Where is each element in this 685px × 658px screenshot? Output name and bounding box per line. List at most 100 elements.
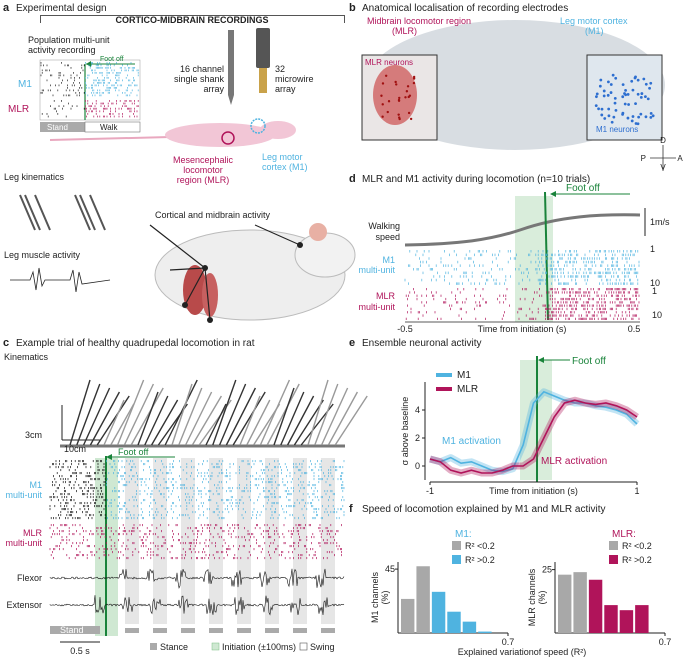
panel-title: Anatomical localisation of recording ele… bbox=[362, 3, 568, 14]
label: Walk bbox=[100, 123, 118, 132]
x-tick-label: 0.7 bbox=[659, 637, 672, 647]
label: multi-unit bbox=[5, 490, 42, 500]
x-tick-label: 0.7 bbox=[502, 637, 515, 647]
label: M1 bbox=[382, 255, 395, 265]
panel-title: Experimental design bbox=[16, 3, 107, 14]
label: Initiation (±100ms) bbox=[222, 642, 296, 652]
label: Population multi-unit bbox=[28, 35, 110, 45]
panel-letter: e bbox=[349, 337, 355, 349]
panel-title: Example trial of healthy quadrupedal loc… bbox=[16, 338, 255, 349]
panel-letter: c bbox=[3, 337, 9, 349]
label: Cortical and midbrain activity bbox=[155, 210, 271, 220]
label: Foot off bbox=[100, 56, 124, 63]
label: D bbox=[660, 136, 666, 145]
legend-label: R² >0.2 bbox=[465, 555, 495, 565]
label: 1m/s bbox=[650, 217, 670, 227]
legend-label: R² <0.2 bbox=[465, 541, 495, 551]
label: (MLR) bbox=[392, 26, 417, 36]
label: region (MLR) bbox=[177, 175, 230, 185]
legend-swatch bbox=[452, 555, 461, 564]
label: multi-unit bbox=[5, 538, 42, 548]
x-tick-label: -1 bbox=[426, 486, 434, 496]
panel-letter: d bbox=[349, 173, 356, 185]
bar bbox=[558, 574, 572, 633]
label: Leg kinematics bbox=[4, 172, 65, 182]
y-tick-label: 25 bbox=[542, 565, 552, 575]
label: speed bbox=[375, 232, 400, 242]
label: single shank bbox=[174, 74, 225, 84]
label: multi-unit bbox=[358, 265, 395, 275]
label: 3cm bbox=[25, 430, 42, 440]
x-axis-label: Explained variationof speed (R²) bbox=[458, 647, 587, 657]
bar bbox=[401, 598, 415, 633]
legend-swatch bbox=[452, 541, 461, 550]
label: Mesencephalic bbox=[173, 155, 234, 165]
panel-letter: f bbox=[349, 503, 353, 515]
bar bbox=[573, 572, 587, 633]
y-axis-label: σ above baseline bbox=[400, 397, 410, 466]
label: Foot off bbox=[118, 447, 149, 457]
bar bbox=[604, 605, 618, 633]
annotation: Foot off bbox=[572, 356, 606, 367]
annotation: M1 activation bbox=[442, 436, 501, 447]
label: MLR neurons bbox=[365, 58, 413, 67]
label: 0.5 s bbox=[70, 646, 90, 656]
label: 10cm bbox=[64, 444, 86, 454]
panel-letter: b bbox=[349, 2, 356, 14]
label: 1 bbox=[650, 244, 655, 254]
label: multi-unit bbox=[358, 302, 395, 312]
label: -0.5 bbox=[397, 324, 413, 334]
y-axis-label: (%) bbox=[537, 591, 547, 605]
label: Foot off bbox=[566, 183, 600, 194]
y-axis-label: M1 channels bbox=[370, 571, 380, 623]
y-tick-label: 45 bbox=[385, 564, 395, 574]
y-tick-label: 4 bbox=[415, 405, 420, 415]
x-tick-label: 1 bbox=[634, 486, 639, 496]
label: array bbox=[275, 84, 296, 94]
label: 10 bbox=[652, 310, 662, 320]
label: 0.5 bbox=[628, 324, 641, 334]
bar bbox=[462, 621, 477, 633]
label: Kinematics bbox=[4, 352, 49, 362]
label: microwire bbox=[275, 74, 314, 84]
label: 32 bbox=[275, 64, 285, 74]
panel-title: MLR and M1 activity during locomotion (n… bbox=[362, 174, 590, 185]
series-line bbox=[429, 399, 638, 474]
legend-label: MLR bbox=[457, 384, 478, 395]
bar bbox=[588, 579, 603, 633]
label: Time from initiation (s) bbox=[478, 324, 567, 334]
chart-title: MLR: bbox=[612, 529, 636, 540]
label: MLR bbox=[8, 104, 29, 115]
bar bbox=[447, 611, 461, 633]
legend-label: R² >0.2 bbox=[622, 555, 652, 565]
label: MLR bbox=[376, 291, 396, 301]
legend-label: M1 bbox=[457, 370, 471, 381]
label: V bbox=[660, 163, 666, 172]
chart-title: Ensemble neuronal activity bbox=[362, 338, 482, 349]
banner: CORTICO-MIDBRAIN RECORDINGS bbox=[116, 15, 269, 25]
label: Stand bbox=[60, 625, 84, 635]
label: 1 bbox=[652, 286, 657, 296]
label: locomotor bbox=[183, 165, 223, 175]
label: (M1) bbox=[585, 26, 604, 36]
bar bbox=[478, 631, 492, 633]
series-line bbox=[429, 390, 638, 473]
x-axis-label: Time from initiation (s) bbox=[489, 486, 578, 496]
label: M1 bbox=[18, 79, 32, 90]
label: A bbox=[677, 154, 683, 163]
legend-label: R² <0.2 bbox=[622, 541, 652, 551]
bar bbox=[635, 605, 649, 633]
label: 10 bbox=[650, 278, 660, 288]
label: Swing bbox=[310, 642, 335, 652]
y-tick-label: 0 bbox=[415, 461, 420, 471]
bar bbox=[431, 591, 446, 633]
y-axis-label: MLR channels bbox=[527, 568, 537, 626]
label: Leg motor bbox=[262, 152, 303, 162]
label: Walking bbox=[368, 221, 400, 231]
label: Stance bbox=[160, 642, 188, 652]
chart-title: M1: bbox=[455, 529, 472, 540]
legend-swatch bbox=[609, 555, 618, 564]
panel-title: Speed of locomotion explained by M1 and … bbox=[362, 504, 605, 515]
label: 16 channel bbox=[180, 64, 224, 74]
